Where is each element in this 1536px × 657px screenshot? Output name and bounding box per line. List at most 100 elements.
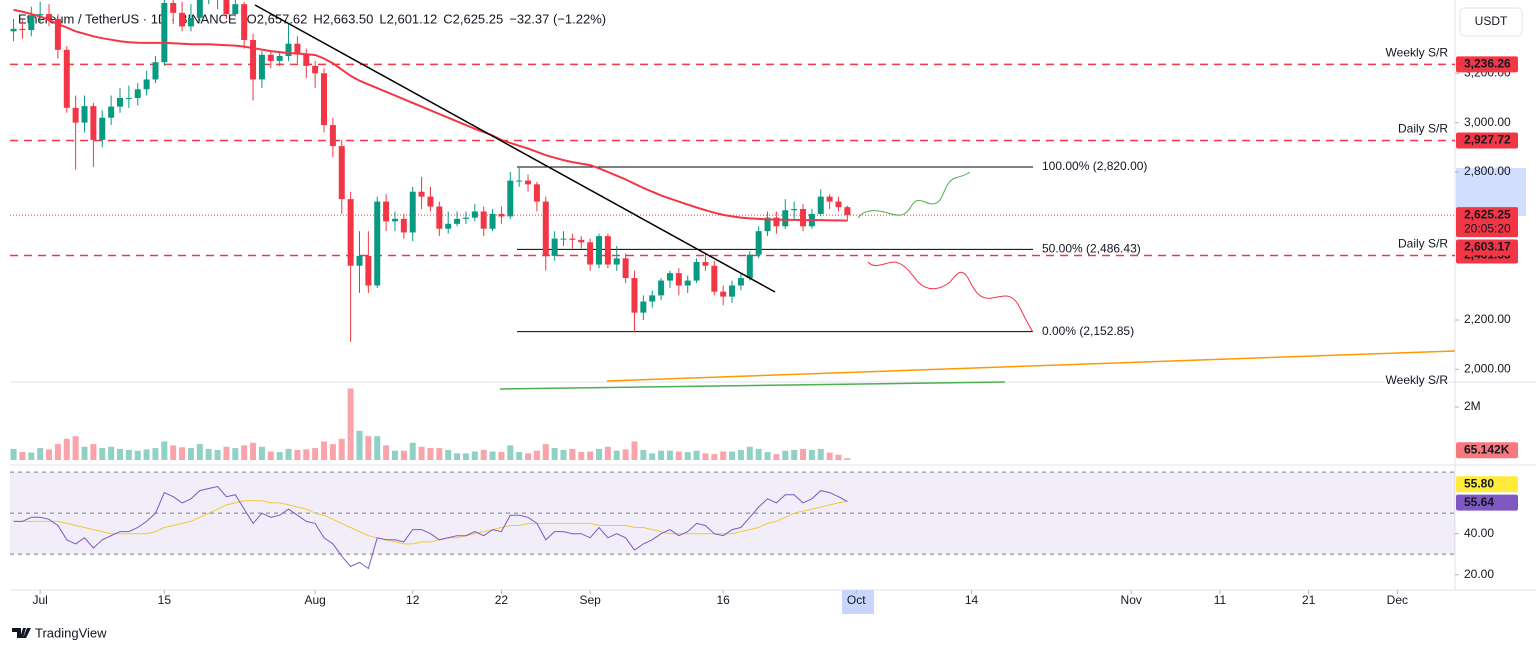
volume-bar (223, 446, 230, 460)
price-tag (1456, 207, 1518, 238)
fib-label: 100.00% (2,820.00) (1042, 159, 1147, 173)
volume-bar (143, 449, 150, 460)
price-tag (1456, 476, 1518, 493)
candle-body (294, 43, 301, 54)
candle-body (347, 199, 354, 266)
volume-bar (285, 448, 292, 460)
price-tag-label: 3,236.26 (1464, 57, 1511, 71)
candle-body (658, 280, 665, 296)
volume-bar (791, 449, 798, 460)
x-tick-label: 16 (717, 593, 731, 607)
volume-bar (533, 450, 540, 460)
volume-bar (826, 452, 833, 460)
volume-bar (746, 446, 753, 460)
candle-body (507, 180, 514, 217)
volume-bar (462, 453, 469, 460)
ohlc-value: H2,663.50 (313, 11, 373, 26)
price-tag-label: 2,603.17 (1464, 240, 1511, 254)
candle-body (525, 180, 532, 185)
candle-body (489, 213, 496, 229)
volume-bar (507, 445, 514, 460)
y-tick-label: 2,800.00 (1464, 164, 1511, 178)
candle-body (10, 28, 17, 32)
candle-body (241, 4, 248, 40)
candle-body (409, 191, 416, 233)
volume-bar (134, 450, 141, 460)
rsi-line (13, 485, 848, 570)
volume-bar (782, 450, 789, 460)
volume-bar (294, 449, 301, 460)
volume-bar (720, 451, 727, 460)
candle-body (436, 206, 443, 229)
candle-body (338, 146, 345, 200)
x-tick-label: Nov (1121, 593, 1142, 607)
candle-body (729, 285, 736, 297)
candle-body (54, 19, 61, 50)
candle-body (569, 238, 576, 240)
candle-body (631, 278, 638, 313)
x-tick-label: Sep (579, 593, 601, 607)
candle-body (516, 180, 523, 182)
volume-bar (321, 441, 328, 460)
candle-body (285, 43, 292, 57)
ohlc-value: L2,601.12 (379, 11, 437, 26)
candle-body (232, 4, 239, 15)
candle-body (454, 218, 461, 224)
x-tick-label: 14 (965, 593, 979, 607)
y-tick-label: 2,000.00 (1464, 362, 1511, 376)
volume-bar (551, 448, 558, 460)
volume-bar (170, 445, 177, 460)
volume-bar (658, 450, 665, 460)
candle-body (161, 2, 168, 63)
volume-bar (374, 436, 381, 460)
ohlc-value: O2,657.62 (247, 11, 308, 26)
candle-body (143, 79, 150, 90)
x-tick-label: Dec (1387, 593, 1408, 607)
candle-body (835, 201, 842, 208)
volume-bar (729, 451, 736, 460)
trend-line[interactable] (254, 4, 776, 293)
volume-bar (702, 453, 709, 460)
drawings (254, 4, 1456, 390)
volume-bar (436, 448, 443, 460)
candle-body (817, 196, 824, 214)
projection-path[interactable] (867, 261, 1034, 333)
candle-body (622, 258, 629, 279)
brand: TradingView (12, 625, 107, 640)
volume-bar (276, 452, 283, 460)
candle-body (179, 12, 186, 27)
candle-body (187, 17, 194, 27)
volume-bar (19, 452, 26, 460)
candle-body (684, 280, 691, 286)
candle-body (170, 2, 177, 13)
candle-body (258, 54, 265, 80)
candle-body (152, 62, 159, 80)
y-tick-label: 2M (1464, 399, 1481, 413)
trend-line[interactable] (606, 350, 1456, 382)
price-tag-label: 55.64 (1464, 495, 1494, 509)
volume-bar (10, 448, 17, 460)
candle-body (675, 273, 682, 286)
candle-body (560, 238, 567, 240)
volume-bar (258, 446, 265, 460)
projection-path[interactable] (857, 171, 971, 219)
candle-body (445, 223, 452, 229)
volume-bar (542, 444, 549, 460)
volume-bar (525, 453, 532, 460)
trend-line[interactable] (499, 381, 1006, 390)
volume-bar (329, 444, 336, 460)
candle-body (108, 106, 115, 118)
volume-bar (54, 444, 61, 460)
y-tick-label: 3,000.00 (1464, 115, 1511, 129)
volume-bar (711, 454, 718, 460)
volume-bar (232, 448, 239, 460)
price-pane: Weekly S/R Daily S/R Daily S/R 100.00% (2,8… (10, 0, 1455, 342)
volume-bar (241, 445, 248, 460)
ohlc-value: C2,625.25 (443, 11, 503, 26)
volume-bar (480, 449, 487, 460)
price-tag-label: 55.80 (1464, 476, 1494, 490)
volume-bar (400, 450, 407, 460)
currency-badge[interactable] (1459, 7, 1523, 37)
candle-body (223, 0, 230, 15)
